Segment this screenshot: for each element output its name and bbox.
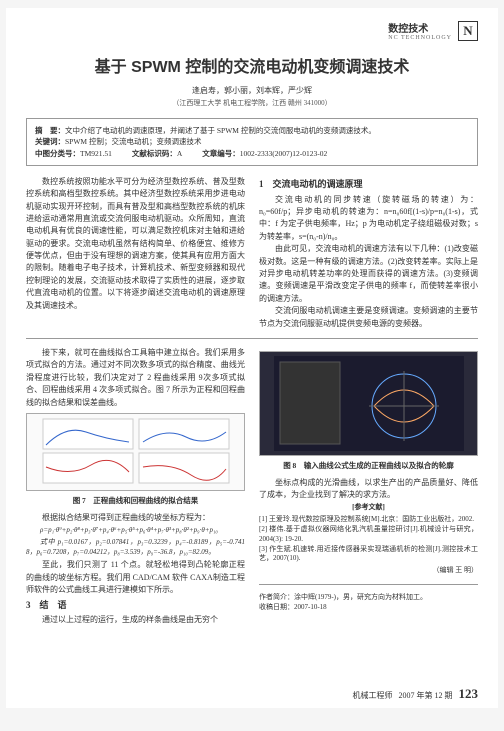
ll-p3: 至此，我们只测了 11 个点。就轻松地得到凸轮轮廓正程的曲线的坡坐标方程。我们用…	[26, 559, 245, 596]
ll-p2: 根据拟合结果可得到正程曲线的坡坐标方程为：	[26, 512, 245, 524]
clc-text: TM921.51	[80, 149, 112, 158]
fig7-caption: 图 7 正程曲线和回程曲线的拟合结果	[26, 495, 245, 507]
intro-para: 数控系统按照功能水平可分为经济型数控系统、普及型数控系统和高档型数控系统。其中经…	[26, 176, 245, 312]
lower-right-col: 图 8 输入曲线公式生成的正程曲线以及拟合的轮廓 坐标点构成的光滑曲线，以求生产…	[259, 347, 478, 627]
receive-date: 收稿日期：2007-10-18	[259, 603, 327, 611]
header: 数控技术 NC TECHNOLOGY N	[26, 20, 478, 41]
issue: 2007 年第 12 期	[399, 690, 453, 701]
section3-heading: 3 结 语	[26, 599, 245, 613]
author-info-label: 作者简介：	[259, 593, 294, 601]
ref-1: [1] 王爱玲.现代数控原理及控制系统[M].北京：国防工业出版社，2002.	[259, 515, 478, 525]
equation-1: ρ=p₁·θ⁹+p₂·θ⁸+p₃·θ⁷+p₄·θ⁶+p₅·θ⁵+p₆·θ⁴+p₇…	[26, 526, 245, 536]
title: 基于 SPWM 控制的交流电动机变频调速技术	[26, 53, 478, 77]
keywords-text: SPWM 控制；交流电动机；变频调速技术	[65, 137, 201, 146]
clc-label: 中图分类号：	[35, 149, 80, 158]
upper-right-col: 1 交流电动机的调速原理 交流电动机的同步转速（旋转磁场的转速）为：n₀=60f…	[259, 176, 478, 330]
upper-left-col: 数控系统按照功能水平可分为经济型数控系统、普及型数控系统和高档型数控系统。其中经…	[26, 176, 245, 330]
section1-p3: 交流伺服电动机调速主要是变频调速。变频调速的主要节节点为交流伺服驱动机提供变频电…	[259, 305, 478, 330]
journal-name: 机械工程师	[353, 690, 393, 701]
figure-7	[26, 413, 245, 491]
section1-p2: 由此可见，交流电动机的调速方法有以下几种：(1)改变磁极对数。这是一种有级的调速…	[259, 243, 478, 305]
ll-p1: 接下来，就可在曲线拟合工具箱中建立拟合。我们采用多项式拟合的方法。通过对不同次数…	[26, 347, 245, 409]
keywords-label: 关键词：	[35, 137, 65, 146]
artno-text: 1002-2333(2007)12-0123-02	[240, 149, 328, 158]
author-info: 作者简介：涂中辉(1979-)，男，研究方向为材料加工。 收稿日期：2007-1…	[259, 593, 478, 613]
section-letter: N	[458, 21, 478, 41]
abstract-label: 摘 要：	[35, 126, 65, 135]
ll-p4: 通过以上过程的运行，生成的样条曲线是由无穷个	[26, 614, 245, 626]
equation-2: 式中 p₁=0.0167，p₂=0.07841，p₃=0.3239，p₄=-0.…	[26, 538, 245, 558]
lower-columns: 接下来，就可在曲线拟合工具箱中建立拟合。我们采用多项式拟合的方法。通过对不同次数…	[26, 347, 478, 627]
references-heading: [参考文献]	[259, 503, 478, 513]
category-en: NC TECHNOLOGY	[388, 35, 452, 41]
fig8-caption: 图 8 输入曲线公式生成的正程曲线以及拟合的轮廓	[259, 460, 478, 472]
category: 数控技术	[388, 20, 452, 35]
doc-label: 文献标识码：	[132, 149, 177, 158]
abstract-text: 文中介绍了电动机的调速原理，并阐述了基于 SPWM 控制的交流伺服电动机的变频调…	[65, 126, 376, 135]
page: 数控技术 NC TECHNOLOGY N 基于 SPWM 控制的交流电动机变频调…	[6, 8, 498, 708]
authors: 逢启寿，郭小丽，刘本辉，严少辉	[26, 85, 478, 96]
upper-columns: 数控系统按照功能水平可分为经济型数控系统、普及型数控系统和高档型数控系统。其中经…	[26, 176, 478, 330]
chart-icon	[41, 417, 231, 487]
lower-left-col: 接下来，就可在曲线拟合工具箱中建立拟合。我们采用多项式拟合的方法。通过对不同次数…	[26, 347, 245, 627]
footer: 机械工程师 2007 年第 12 期 123	[353, 686, 479, 702]
ref-3: [3] 作生斌.机速转.用近接传感器采实现瑞通机析的检测[J].测控技术工艺，2…	[259, 545, 478, 565]
divider-2	[259, 584, 478, 585]
cad-screenshot-icon	[274, 356, 464, 451]
ref-2: [2] 楼伟.基于虚拟仪器网络化乳汽机虽量控研讨[J].机械设计与研究，2004…	[259, 525, 478, 545]
section1-heading: 1 交流电动机的调速原理	[259, 178, 478, 192]
lr-p1: 坐标点构成的光滑曲线，以求生产出的产品质量好、降低了成本，为企业找到了解决的求方…	[259, 477, 478, 502]
abstract-box: 摘 要：文中介绍了电动机的调速原理，并阐述了基于 SPWM 控制的交流伺服电动机…	[26, 118, 478, 166]
doc-text: A	[177, 149, 182, 158]
section1-p1: 交流电动机的同步转速（旋转磁场的转速）为：n₀=60f/p；异步电动机的转速为：…	[259, 194, 478, 244]
author-info-text: 涂中辉(1979-)，男，研究方向为材料加工。	[294, 593, 427, 601]
references: [参考文献] [1] 王爱玲.现代数控原理及控制系统[M].北京：国防工业出版社…	[259, 503, 478, 576]
figure-8	[259, 351, 478, 456]
editor: （编辑 王 明）	[259, 566, 478, 576]
affiliation: （江西理工大学 机电工程学院，江西 赣州 341000）	[26, 98, 478, 108]
artno-label: 文章编号：	[202, 149, 240, 158]
divider	[26, 338, 478, 339]
page-number: 123	[459, 686, 479, 702]
